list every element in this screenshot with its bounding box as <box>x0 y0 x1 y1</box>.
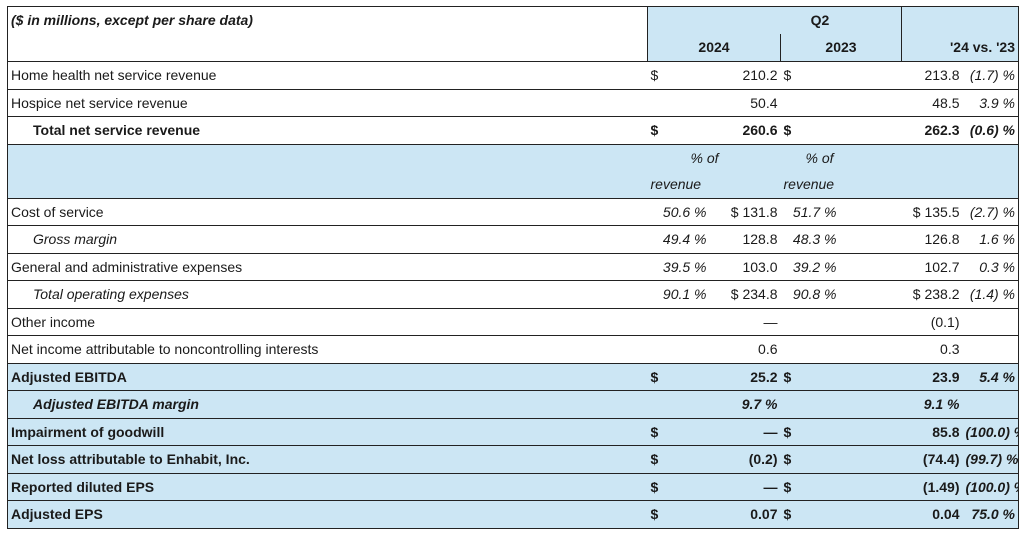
value-2023: 0.04 <box>839 500 963 529</box>
currency-sign: $ <box>780 472 840 501</box>
row-label: Reported diluted EPS <box>7 472 648 501</box>
change-value <box>962 335 1019 363</box>
pct-2023: 51.7 % <box>792 203 837 220</box>
period-header: Q2 <box>647 6 902 34</box>
pct-of-label: % of <box>647 144 781 171</box>
change-value <box>962 307 1019 336</box>
row-label: General and administrative expenses <box>7 252 648 281</box>
currency-sign: $ <box>780 445 840 473</box>
change-value: 5.4 % <box>962 362 1019 391</box>
pct-2024: 90.1 % <box>647 280 710 308</box>
change-value: (1.4) % <box>962 280 1019 308</box>
change-value: (100.0) % <box>962 417 1019 446</box>
row-label: Home health net service revenue <box>7 61 648 89</box>
value-2024: $ 131.8 <box>730 203 778 220</box>
value-2024: 210.2 <box>742 67 778 83</box>
table-caption: ($ in millions, except per share data) <box>7 6 648 34</box>
value-2023: $ 135.5 <box>912 203 960 220</box>
pct-2024: 50.6 % <box>662 203 707 220</box>
row-label: Hospice net service revenue <box>7 88 648 117</box>
row-label: Net loss attributable to Enhabit, Inc. <box>7 445 648 473</box>
row-label: Total operating expenses <box>7 280 648 308</box>
currency-sign: $ <box>647 500 710 529</box>
pct-of-label: % of <box>780 144 902 171</box>
change-column-header: '24 vs. '23 <box>901 34 1019 62</box>
year-2023-header: 2023 <box>780 34 902 62</box>
revenue-label: revenue <box>647 171 781 199</box>
value-2023: (74.4) <box>839 445 963 473</box>
currency-sign: $ <box>647 362 710 391</box>
change-value: 0.3 % <box>962 252 1019 281</box>
value-2023: 9.1 % <box>839 390 963 418</box>
currency-sign: $ <box>647 417 710 446</box>
change-value: (0.6) % <box>962 116 1019 145</box>
change-value: (1.7) % <box>962 61 1019 89</box>
currency-sign: $ <box>647 445 710 473</box>
value-2024: 0.07 <box>709 500 781 529</box>
row-label: Impairment of goodwill <box>7 417 648 446</box>
currency-sign: $ <box>647 116 710 145</box>
change-value: 75.0 % <box>962 500 1019 529</box>
value-2024: 103.0 <box>709 252 781 281</box>
currency-sign: $ <box>647 472 710 501</box>
value-2024: 128.8 <box>709 225 781 253</box>
change-value: (99.7) % <box>962 445 1019 473</box>
currency-sign: $ <box>780 116 840 145</box>
value-2023: 0.3 <box>839 335 963 363</box>
currency-sign: $ <box>780 500 840 529</box>
financial-summary-table: ($ in millions, except per share data) Q… <box>7 6 1019 529</box>
row-label: Cost of service <box>7 198 648 226</box>
pct-2024: 39.5 % <box>647 252 710 281</box>
value-2024: 50.4 <box>709 88 781 117</box>
value-2023: 213.8 <box>924 67 960 83</box>
row-label: Adjusted EBITDA <box>7 362 648 391</box>
value-2023: (0.1) <box>839 307 963 336</box>
pct-2023: 39.2 % <box>780 252 840 281</box>
row-label: Gross margin <box>7 225 648 253</box>
revenue-label: revenue <box>780 171 902 199</box>
year-2024-header: 2024 <box>647 34 781 62</box>
value-2024: 25.2 <box>709 362 781 391</box>
row-label: Other income <box>7 307 648 336</box>
value-2024: 0.6 <box>709 335 781 363</box>
row-label: Adjusted EPS <box>7 500 648 529</box>
value-2024: — <box>709 417 781 446</box>
value-2024: $ 234.8 <box>709 280 781 308</box>
change-value: 1.6 % <box>962 225 1019 253</box>
row-label: Net income attributable to noncontrollin… <box>7 335 648 363</box>
row-label: Total net service revenue <box>7 116 648 145</box>
currency-sign: $ <box>783 67 792 83</box>
value-2024: — <box>709 307 781 336</box>
value-2023: 85.8 <box>839 417 963 446</box>
change-value: (2.7) % <box>962 198 1019 226</box>
value-2024: 9.7 % <box>709 390 781 418</box>
value-2023: 23.9 <box>839 362 963 391</box>
value-2023: 48.5 <box>839 88 963 117</box>
change-value: 3.9 % <box>962 88 1019 117</box>
change-value: (100.0) % <box>962 472 1019 501</box>
value-2023: $ 238.2 <box>839 280 963 308</box>
pct-2023: 90.8 % <box>780 280 840 308</box>
currency-sign: $ <box>780 362 840 391</box>
value-2023: (1.49) <box>839 472 963 501</box>
row-label: Adjusted EBITDA margin <box>7 390 648 418</box>
value-2024: — <box>709 472 781 501</box>
currency-sign: $ <box>780 417 840 446</box>
value-2024: (0.2) <box>709 445 781 473</box>
currency-sign: $ <box>650 67 659 83</box>
value-2023: 126.8 <box>839 225 963 253</box>
pct-2024: 49.4 % <box>647 225 710 253</box>
value-2024: 260.6 <box>709 116 781 145</box>
pct-2023: 48.3 % <box>780 225 840 253</box>
value-2023: 262.3 <box>839 116 963 145</box>
value-2023: 102.7 <box>839 252 963 281</box>
